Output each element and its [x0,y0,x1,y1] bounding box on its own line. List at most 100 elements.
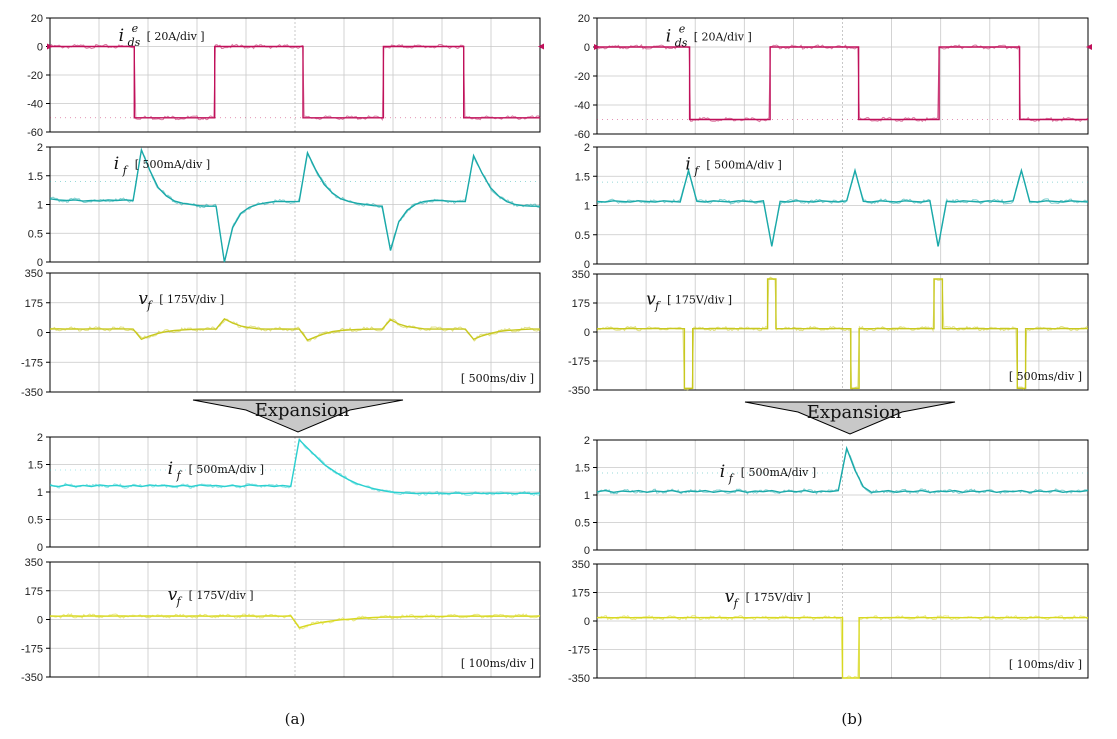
series-line-a_ids [50,45,540,119]
series-line-a_if [49,147,540,263]
y-tick-label: 0 [37,42,43,54]
y-tick-label: 1.5 [575,463,590,475]
y-tick-label: 2 [584,435,590,447]
y-tick-label: 175 [25,586,43,598]
timebase-label: [ 100ms/div ] [1009,658,1082,671]
y-tick-label: 0 [37,328,43,340]
series-line-b_vf_x [597,616,1088,679]
panel-a_vf_x: 350 175 0 -175 -350 v f [ 175V/div ] [ 100ms/div… [21,557,541,684]
timebase-label: [ 100ms/div ] [461,657,534,670]
y-tick-label: -40 [27,99,43,111]
y-tick-label: 1 [584,201,590,213]
ground-marker-icon [47,43,53,50]
scale-label: [ 175V/div ] [189,589,254,602]
y-tick-label: -175 [21,643,43,655]
figure-b: 200-20-40-60i dse[ 20A/div ]21.510.50i f[ … [568,13,1092,728]
signal-subscript: f [146,299,153,312]
series-line-b_ids [597,46,1088,121]
y-tick-label: 0 [584,327,590,339]
panel-b_vf: 350 175 0 -175 -350 v f [ 175V/div ] [ 500ms/div… [568,269,1089,397]
y-tick-label: 350 [25,557,43,569]
y-tick-label: -350 [568,385,590,397]
y-tick-label: 2 [584,142,590,154]
figure-a: 200-20-40-60i dse[ 20A/div ]21.510.50i f[ … [21,13,544,728]
trigger-marker-icon [538,43,544,50]
panel-b_if: 2 1.5 1 0.5 0 i f [ 500mA/div ] [575,142,1089,271]
signal-symbol: i [685,154,690,174]
y-tick-label: 0 [584,616,590,628]
y-tick-label: 0 [584,545,590,557]
scale-label: [ 500mA/div ] [135,158,210,171]
y-tick-label: 175 [25,298,43,310]
y-tick-label: -60 [574,129,590,141]
y-tick-label: -20 [27,70,43,82]
scale-label: [ 500mA/div ] [706,158,781,171]
signal-symbol: v [168,585,178,605]
panel-a_if_x: 2 1.5 1 0.5 0 i f [ 500mA/div ] [28,432,541,554]
signal-subscript: f [176,595,183,608]
y-tick-label: -350 [568,673,590,685]
y-tick-label: 1.5 [28,171,43,183]
y-tick-label: 0 [37,257,43,269]
signal-symbol: i [666,26,671,46]
scale-label: [ 175V/div ] [746,591,811,604]
y-tick-label: 1 [37,200,43,212]
signal-subscript: ds [128,36,141,49]
figure-caption: (a) [285,710,306,728]
panel-a_ids: 20 0 -20 -40 -60 i dse [ 20A/div ] [27,13,544,139]
y-tick-label: 0 [37,615,43,627]
y-tick-label: 1 [584,490,590,502]
y-tick-label: 20 [31,13,43,25]
signal-superscript: e [132,22,139,35]
y-tick-label: -40 [574,100,590,112]
expansion-arrow-icon [744,401,956,435]
y-tick-label: 2 [37,142,43,154]
panel-b_vf_x: 350 175 0 -175 -350 v f [ 175V/div ] [ 100ms/div… [568,559,1089,685]
signal-subscript: f [654,299,661,312]
panel-a_vf: 350 175 0 -175 -350 v f [ 175V/div ] [ 500ms/div… [21,268,541,399]
y-tick-label: -175 [568,356,590,368]
expansion-arrow-icon [192,399,404,433]
y-tick-label: 1 [37,487,43,499]
series-line-a_vf [49,318,540,341]
signal-symbol: v [138,289,148,309]
scale-label: [ 500mA/div ] [741,466,816,479]
series-line-b_vf [597,278,1088,389]
signal-symbol: v [725,587,735,607]
scale-label: [ 20A/div ] [694,30,752,43]
y-tick-label: 0 [584,42,590,54]
y-tick-label: -350 [21,387,43,399]
y-tick-label: 0 [584,259,590,271]
y-tick-label: -20 [574,71,590,83]
y-tick-label: 0 [37,542,43,554]
signal-subscript: f [733,597,740,610]
y-tick-label: 0.5 [28,515,43,527]
y-tick-label: 350 [572,269,590,281]
panel-b_if_x: 2 1.5 1 0.5 0 i f [ 500mA/div ] [575,435,1089,557]
y-tick-label: 350 [572,559,590,571]
series-line-b_if_x [596,445,1089,494]
signal-subscript: f [122,164,129,177]
y-tick-label: 0.5 [28,228,43,240]
series-noise [49,317,541,342]
signal-symbol: i [168,459,173,479]
signal-subscript: f [693,164,700,177]
signal-symbol: v [646,289,656,309]
scale-label: [ 20A/div ] [147,30,205,43]
y-tick-label: -350 [21,672,43,684]
y-tick-label: -60 [27,127,43,139]
y-tick-label: 1.5 [575,171,590,183]
signal-subscript: f [728,472,735,485]
signal-subscript: ds [675,36,688,49]
y-tick-label: 20 [578,13,590,25]
signal-symbol: i [114,154,119,174]
panel-b_ids: 20 0 -20 -40 -60 i dse [ 20A/div ] [574,13,1092,141]
expansion-label: Expansion [807,402,902,423]
signal-symbol: i [720,462,725,482]
y-tick-label: 0.5 [575,230,590,242]
y-tick-label: 175 [572,298,590,310]
series-line-a_if_x [49,438,541,495]
signal-superscript: e [679,22,686,35]
series-line-b_if [596,167,1089,247]
